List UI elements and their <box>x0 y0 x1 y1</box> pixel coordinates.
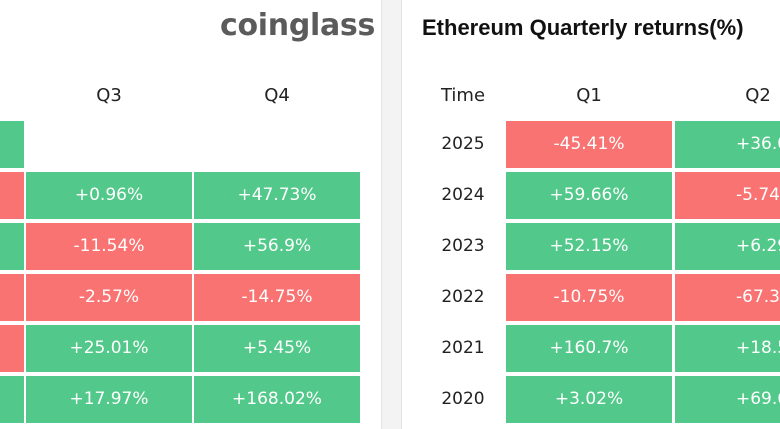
return-cell: -45.41% <box>506 121 672 168</box>
return-cell: +47.73% <box>194 172 360 219</box>
left-stub-cell <box>0 376 24 423</box>
return-cell: -11.54% <box>26 223 192 270</box>
return-cell: +168.02% <box>194 376 360 423</box>
return-cell: +56.9% <box>194 223 360 270</box>
return-cell: +17.97% <box>26 376 192 423</box>
return-cell: -67.34% <box>675 274 780 321</box>
left-stub-cell <box>0 172 24 219</box>
left-stub-cell <box>0 325 24 372</box>
return-cell: +18.53% <box>675 325 780 372</box>
header-time: Time <box>440 85 486 106</box>
return-cell: -5.74% <box>675 172 780 219</box>
return-cell: +3.02% <box>506 376 672 423</box>
return-cell: +6.29% <box>675 223 780 270</box>
year-label: 2020 <box>441 389 485 409</box>
header-q1: Q1 <box>576 85 602 106</box>
year-label: 2023 <box>441 236 485 256</box>
return-cell: +52.15% <box>506 223 672 270</box>
panel-divider <box>381 0 402 429</box>
return-cell: +5.45% <box>194 325 360 372</box>
return-cell: -10.75% <box>506 274 672 321</box>
year-label: 2022 <box>441 287 485 307</box>
return-cell: +59.66% <box>506 172 672 219</box>
left-returns-panel: coinglass Q3 Q4 +0.96% +47.73% -11.54% +56.… <box>0 0 381 429</box>
year-label: 2021 <box>441 338 485 358</box>
right-returns-panel: Ethereum Quarterly returns(%) Time Q1 Q2… <box>402 0 780 429</box>
header-q4: Q4 <box>264 85 290 106</box>
header-q3: Q3 <box>96 85 122 106</box>
chart-title: Ethereum Quarterly returns(%) <box>422 15 744 40</box>
left-stub-cell <box>0 121 24 168</box>
return-cell: +25.01% <box>26 325 192 372</box>
header-q2: Q2 <box>745 85 771 106</box>
return-cell: +36.03% <box>675 121 780 168</box>
return-cell: +160.7% <box>506 325 672 372</box>
year-label: 2025 <box>441 134 485 154</box>
return-cell: +69.62% <box>675 376 780 423</box>
year-label: 2024 <box>441 185 485 205</box>
return-cell: +0.96% <box>26 172 192 219</box>
return-cell: -14.75% <box>194 274 360 321</box>
left-stub-cell <box>0 223 24 270</box>
return-cell: -2.57% <box>26 274 192 321</box>
left-stub-cell <box>0 274 24 321</box>
coinglass-logo: coinglass <box>220 8 376 43</box>
